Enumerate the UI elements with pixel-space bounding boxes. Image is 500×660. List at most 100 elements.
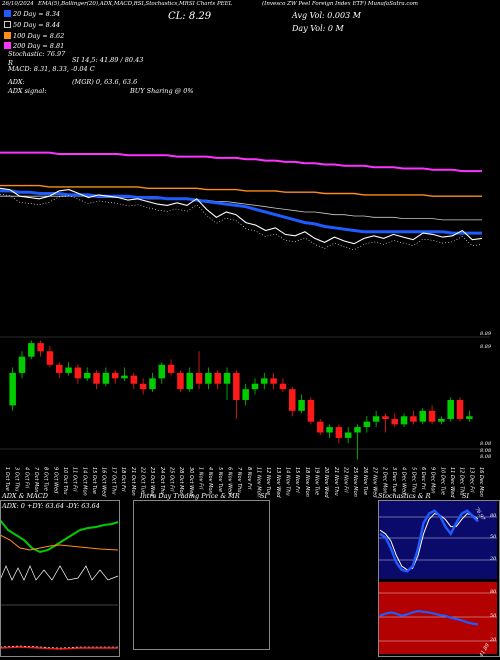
ma200-swatch-icon (4, 42, 11, 49)
intraday-panel-si: SI (260, 492, 268, 500)
x-date-label: 4 Oct Fri (23, 467, 29, 489)
candle-body (233, 372, 240, 400)
candle-axis-label: 8.08 (480, 441, 492, 447)
x-date-label: 21 Oct Mon (130, 467, 136, 496)
candle-body (111, 372, 119, 379)
legend-adx: ADX: (8, 78, 25, 86)
bollinger-line (0, 194, 483, 251)
adx-plus-line (0, 519, 119, 554)
candle-body (466, 416, 473, 419)
x-date-label: 14 Oct Mon (81, 467, 87, 496)
x-date-label: 11 Oct Fri (72, 467, 78, 492)
candle-body (288, 389, 296, 411)
legend-adx-value: (MGR) 0, 63.6, 63.6 (72, 78, 138, 86)
candle-body (279, 383, 287, 390)
candle-body (251, 383, 259, 390)
x-date-label: 12 Dec Thu (459, 467, 465, 496)
intraday-panel (133, 500, 270, 650)
x-date-label: 27 Nov Wed (372, 467, 378, 498)
rsi-tick: 20 (490, 637, 497, 643)
stoch-k-line (379, 509, 479, 573)
x-date-label: 6 Dec Fri (420, 467, 426, 490)
x-date-label: 7 Oct Mon (33, 467, 39, 493)
x-date-label: 8 Oct Tue (43, 467, 49, 491)
x-date-label: 11 Nov Mon (256, 467, 262, 497)
x-date-label: 2 Dec Mon (381, 467, 387, 494)
day-volume: Day Vol: 0 M (292, 24, 344, 33)
x-date-label: 13 Dec Fri (468, 467, 474, 493)
close-price: CL: 8.29 (168, 11, 212, 22)
x-date-label: 1 Oct Tue (4, 467, 10, 491)
x-date-label: 6 Nov Wed (226, 467, 232, 495)
stoch-tick: 20 (490, 556, 497, 562)
candle-body (121, 375, 128, 379)
candle-body (428, 410, 436, 422)
x-date-label: 20 Nov Wed (323, 467, 329, 498)
x-date-label: 22 Oct Tue (139, 467, 145, 494)
legend-si: SI 14,5: 41.89 / 80.43 (72, 56, 144, 64)
x-date-label: 3 Oct Thu (14, 467, 20, 491)
legend-ma200: 200 Day = 8.81 (4, 42, 64, 50)
x-date-label: 15 Nov Fri (294, 467, 300, 493)
x-date-label: 21 Nov Thu (333, 467, 339, 496)
candle-body (139, 383, 147, 390)
candle-body (307, 400, 315, 422)
legend-stochastic: Stochastic: 76.97 (8, 50, 66, 58)
candle-body (447, 400, 454, 419)
candle-body (316, 421, 324, 433)
adx-panel-title: ADX & MACD (2, 492, 48, 500)
candle-body (214, 372, 221, 384)
macd-line (0, 646, 118, 650)
legend-adx-signal: ADX signal: (8, 87, 47, 95)
legend-macd: MACD: 8.31, 8.33, -0.04 C (8, 65, 95, 73)
x-date-label: 19 Nov Tue (314, 467, 320, 495)
legend-ma100: 100 Day = 8.62 (4, 32, 64, 40)
legend-r: R (8, 59, 13, 67)
series-line-50-day (0, 195, 482, 221)
chart-top-text: EMA(5),Bollinger(20),ADX,MACD,RSI,Stocha… (38, 1, 233, 7)
candle-body (177, 372, 184, 390)
x-date-label: 11 Dec Wed (449, 467, 455, 498)
candle-body (223, 372, 231, 384)
x-date-label: 26 Nov Tue (362, 467, 368, 495)
x-date-label: 17 Oct Thu (110, 467, 116, 495)
rsi-tick: 80 (490, 589, 497, 595)
x-date-label: 5 Nov Tue (217, 467, 223, 492)
candle-body (326, 427, 333, 433)
x-date-label: 9 Dec Mon (430, 467, 436, 494)
candle-body (242, 389, 249, 400)
candle-body (130, 375, 138, 384)
x-date-label: 8 Nov Fri (246, 467, 252, 490)
candle-body (382, 416, 389, 419)
x-date-label: 4 Nov Mon (207, 467, 213, 494)
ma100-swatch-icon (4, 32, 11, 39)
avg-volume: Avg Vol: 0.003 M (292, 11, 361, 20)
x-date-label: 13 Nov Wed (275, 467, 281, 498)
x-date-label: 5 Dec Thu (410, 467, 416, 492)
x-date-label: 9 Oct Wed (52, 467, 58, 494)
stoch-tick: 80 (490, 513, 497, 519)
series-line-price (0, 187, 483, 245)
x-date-label: 12 Nov Tue (265, 467, 271, 495)
x-date-label: 24 Oct Thu (159, 467, 165, 495)
adx-panel-values: ADX: 0 +DY: 63.64 -DY: 63.64 (2, 502, 100, 510)
adx-minus-line (0, 534, 119, 551)
x-date-label: 22 Nov Fri (343, 467, 349, 493)
candle-body (55, 364, 63, 373)
candle-body (205, 372, 212, 384)
series-line-20-day (0, 189, 482, 235)
legend-buy-signal: BUY Sharing @ 0% (130, 87, 194, 95)
candle-body (9, 372, 16, 406)
candle-body (419, 410, 427, 422)
candle-body (195, 372, 203, 384)
candle-body (46, 351, 54, 365)
candle-body (344, 432, 352, 438)
candle-body (372, 416, 380, 422)
x-date-label: 16 Oct Wed (101, 467, 107, 497)
rsi-line (379, 609, 479, 626)
candle-body (149, 378, 156, 390)
stoch-panel-title: Stochastics & R (378, 492, 431, 500)
candle-body (354, 427, 361, 433)
chart-sponsor: (Invesco ZW Peel Foreign Index ETF) Muna… (262, 1, 418, 7)
chart-date: 26/10/2024 (2, 1, 34, 7)
